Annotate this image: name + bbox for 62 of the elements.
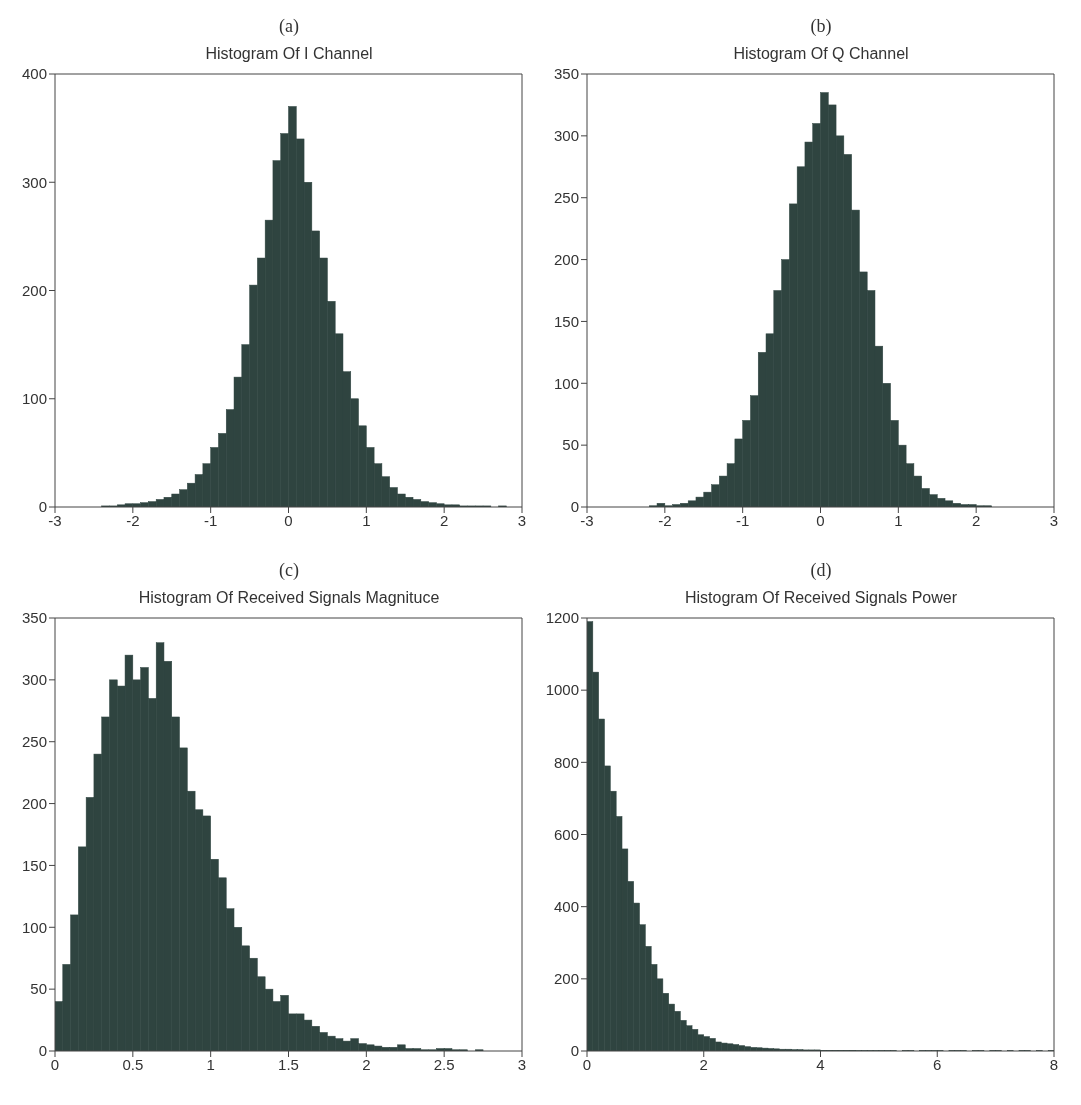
chart-title: (c) bbox=[278, 560, 299, 581]
y-tick-label: 100 bbox=[553, 374, 579, 392]
x-tick-label: 4 bbox=[816, 1055, 825, 1073]
x-tick-label: -1 bbox=[735, 511, 750, 529]
y-tick-label: 150 bbox=[21, 856, 47, 874]
x-tick-label: 3 bbox=[1049, 511, 1059, 529]
y-tick-label: 100 bbox=[21, 390, 47, 408]
x-tick-label: 2 bbox=[439, 511, 449, 529]
y-tick-label: 1200 bbox=[545, 609, 579, 627]
y-tick-label: 200 bbox=[21, 794, 47, 812]
y-tick-label: 100 bbox=[21, 918, 47, 936]
y-tick-label: 0 bbox=[38, 1042, 47, 1060]
y-tick-label: 50 bbox=[562, 436, 579, 454]
x-tick-label: 2 bbox=[971, 511, 981, 529]
chart-subtitle: Histogram Of Q Channel bbox=[732, 45, 909, 63]
y-tick-label: 400 bbox=[21, 65, 47, 83]
x-tick-label: 1 bbox=[362, 511, 371, 529]
x-tick-label: 2.5 bbox=[433, 1055, 455, 1073]
y-tick-label: 200 bbox=[553, 970, 579, 988]
x-tick-label: 1 bbox=[206, 1055, 215, 1073]
x-tick-label: 0 bbox=[50, 1055, 60, 1073]
chart-subtitle: Histogram Of I Channel bbox=[204, 45, 373, 63]
x-tick-label: 2 bbox=[699, 1055, 708, 1073]
y-tick-label: 300 bbox=[21, 173, 47, 191]
x-tick-label: 8 bbox=[1049, 1055, 1059, 1073]
y-tick-label: 200 bbox=[553, 250, 579, 268]
x-tick-label: -3 bbox=[48, 511, 62, 529]
x-tick-label: 2 bbox=[362, 1055, 371, 1073]
chart-title: (b) bbox=[809, 16, 832, 37]
y-tick-label: 350 bbox=[553, 65, 579, 83]
y-tick-label: 400 bbox=[553, 897, 579, 915]
x-tick-label: 3 bbox=[517, 511, 527, 529]
x-tick-label: -3 bbox=[580, 511, 594, 529]
y-tick-label: 0 bbox=[570, 498, 579, 516]
y-tick-label: 600 bbox=[553, 825, 579, 843]
y-tick-label: 0 bbox=[570, 1042, 579, 1060]
chart-subtitle: Histogram Of Received Signals Magnituce bbox=[137, 589, 440, 607]
y-tick-label: 50 bbox=[30, 980, 47, 998]
chart-subtitle: Histogram Of Received Signals Power bbox=[683, 589, 958, 607]
x-tick-label: 6 bbox=[933, 1055, 942, 1073]
x-tick-label: 0 bbox=[582, 1055, 592, 1073]
y-tick-label: 800 bbox=[553, 753, 579, 771]
x-tick-label: -2 bbox=[658, 511, 672, 529]
x-tick-label: 3 bbox=[517, 1055, 527, 1073]
x-tick-label: 0.5 bbox=[122, 1055, 144, 1073]
y-tick-label: 150 bbox=[553, 312, 579, 330]
x-tick-label: -2 bbox=[126, 511, 140, 529]
x-tick-label: 1 bbox=[894, 511, 903, 529]
y-tick-label: 350 bbox=[21, 609, 47, 627]
y-tick-label: 300 bbox=[553, 127, 579, 145]
x-tick-label: 0 bbox=[284, 511, 293, 529]
chart-title: (a) bbox=[278, 16, 299, 37]
y-tick-label: 0 bbox=[38, 498, 47, 516]
y-tick-label: 1000 bbox=[545, 681, 579, 699]
x-tick-label: 1.5 bbox=[278, 1055, 299, 1073]
y-tick-label: 250 bbox=[21, 733, 47, 751]
chart-title: (d) bbox=[809, 560, 832, 581]
y-tick-label: 250 bbox=[553, 189, 579, 207]
x-tick-label: 0 bbox=[816, 511, 825, 529]
y-tick-label: 200 bbox=[21, 281, 47, 299]
y-tick-label: 300 bbox=[21, 671, 47, 689]
x-tick-label: -1 bbox=[203, 511, 218, 529]
